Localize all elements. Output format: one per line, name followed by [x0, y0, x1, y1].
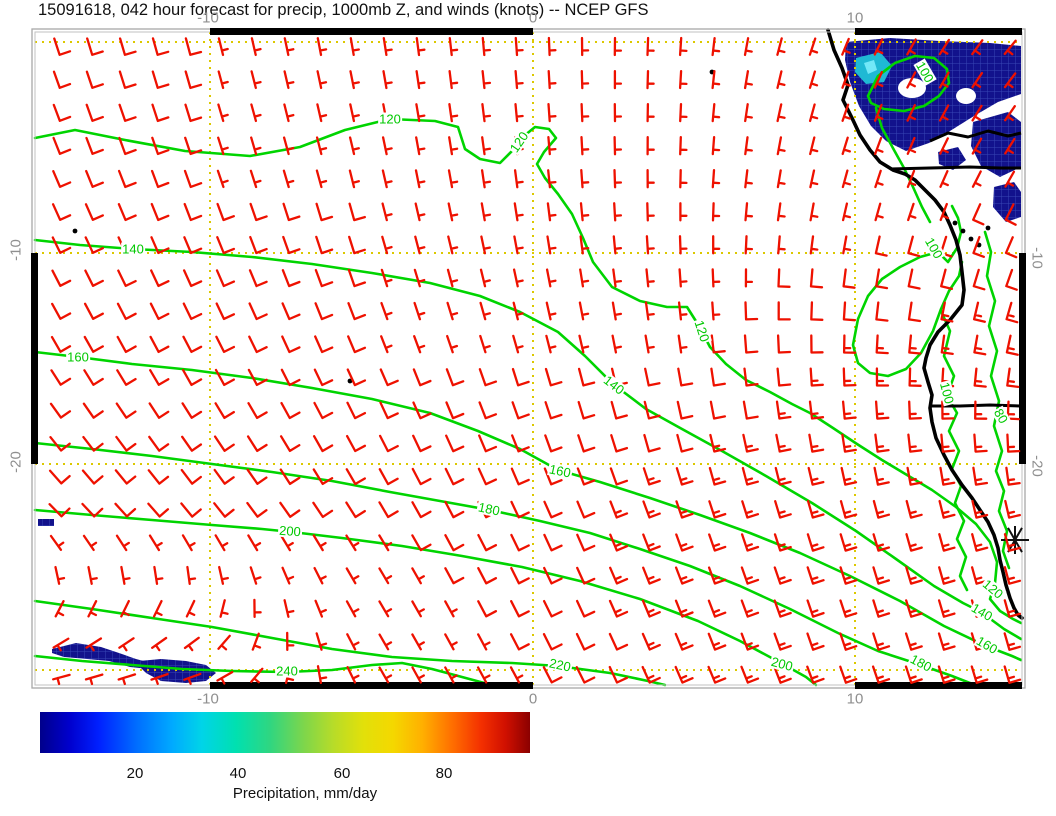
axis-tick-bottom: 10: [846, 690, 864, 708]
axis-tick-top: -10: [197, 9, 219, 27]
station-marker: [1001, 526, 1029, 554]
axis-tick-bottom: -10: [197, 690, 219, 708]
page-title: 15091618, 042 hour forecast for precip, …: [38, 1, 649, 19]
coastline: [72, 28, 1024, 620]
contour-label: 140: [121, 241, 145, 257]
wind-barbs: [48, 36, 1022, 686]
contour-label: 240: [275, 663, 299, 679]
colorbar-tick-label: 20: [126, 765, 144, 782]
axis-tick-right: -20: [1028, 455, 1046, 477]
contour-label: 120: [378, 111, 402, 127]
axis-tick-bottom: 0: [528, 690, 538, 708]
precipitation-colorbar: [40, 712, 530, 753]
contour-label: 200: [277, 522, 303, 540]
axis-tick-top: 0: [528, 9, 538, 27]
colorbar-caption: Precipitation, mm/day: [232, 785, 378, 802]
map-frame: [31, 28, 1026, 689]
colorbar-tick-label: 40: [229, 765, 247, 782]
axis-tick-right: -10: [1028, 247, 1046, 269]
colorbar-tick-label: 60: [333, 765, 351, 782]
colorbar-tick-label: 80: [435, 765, 453, 782]
axis-tick-top: 10: [846, 9, 864, 27]
axis-tick-left: -10: [7, 239, 25, 261]
contour-label: 160: [66, 349, 90, 365]
axis-tick-left: -20: [7, 451, 25, 473]
